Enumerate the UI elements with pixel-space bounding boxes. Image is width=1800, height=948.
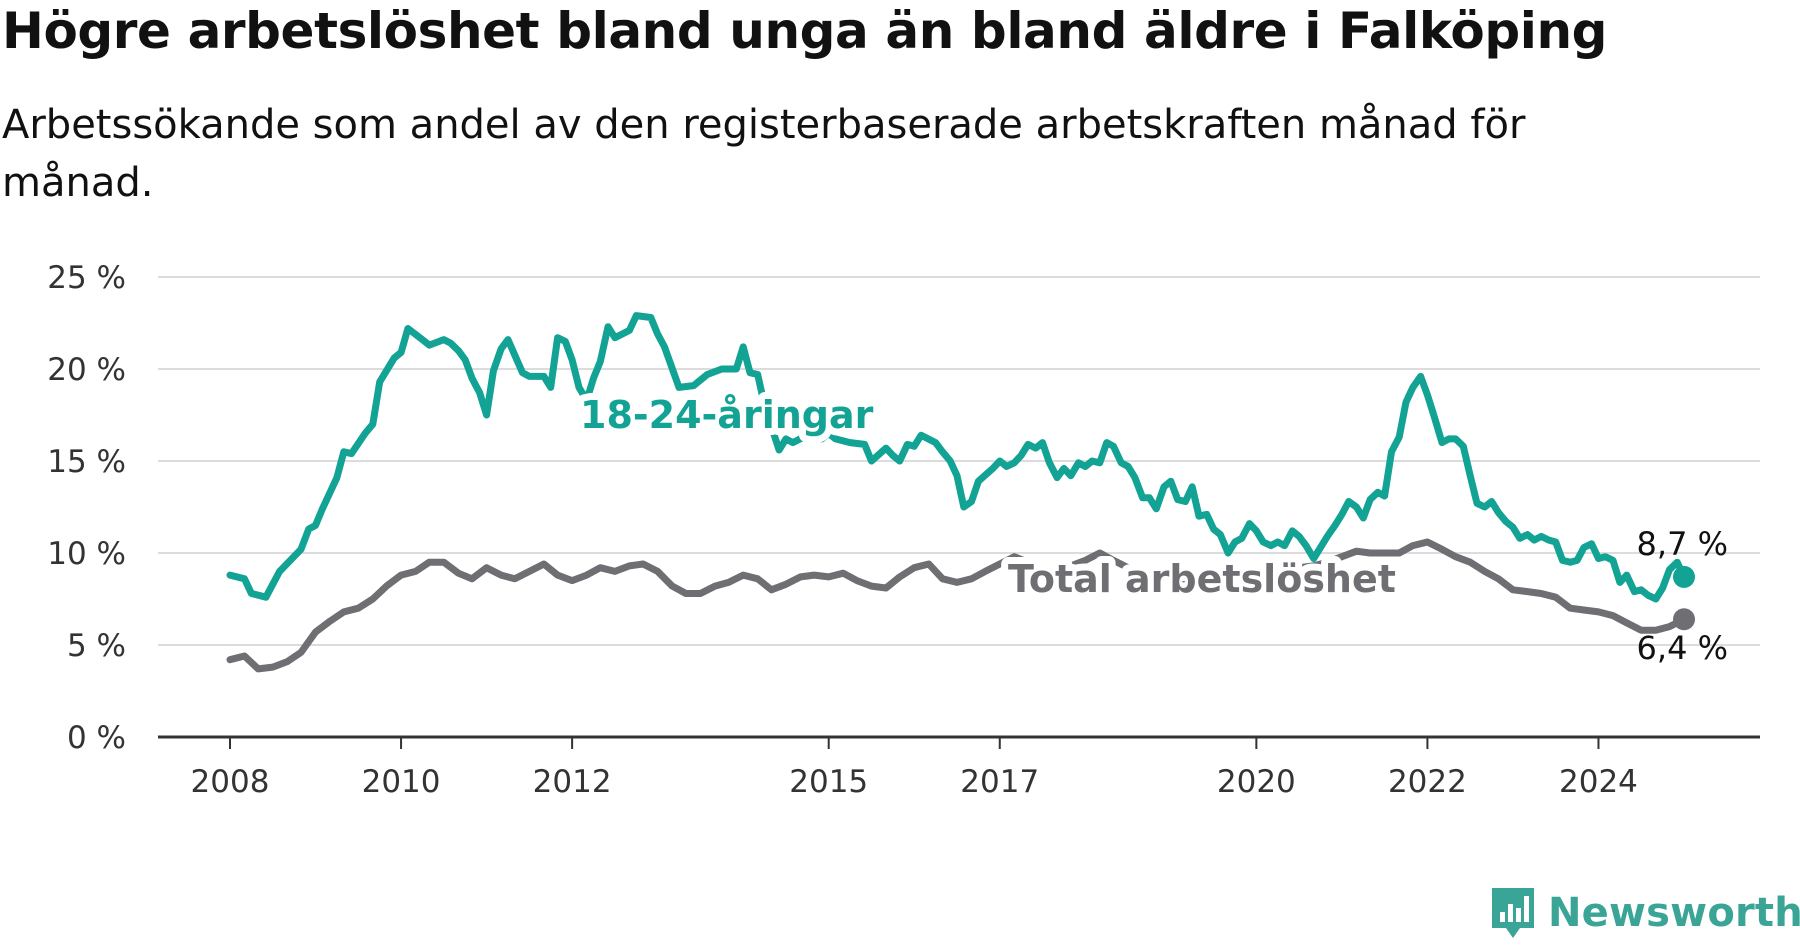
series-end-marker-total-arbetsl-shet bbox=[1673, 608, 1695, 631]
series-labels: 18-24-åringar Total arbetslöshet 8,7 % 6,4 … bbox=[573, 386, 1728, 667]
gridlines bbox=[158, 276, 1760, 646]
x-tick-label: 2020 bbox=[1217, 764, 1296, 800]
y-tick-label: 15 % bbox=[47, 444, 126, 480]
newsworthy-logo: Newsworthy bbox=[1490, 886, 1800, 940]
x-tick-label: 2010 bbox=[362, 764, 441, 800]
x-tick-label: 2022 bbox=[1388, 764, 1467, 800]
x-tick-label: 2024 bbox=[1559, 764, 1638, 800]
series-line-total-arbetsl-shet bbox=[226, 538, 1688, 673]
y-tick-label: 10 % bbox=[47, 536, 126, 572]
chart-subtitle: Arbetssökande som andel av den registerb… bbox=[2, 102, 1526, 206]
series-lines bbox=[226, 312, 1695, 673]
y-axis-ticks: 0 % 5 % 10 % 15 % 20 % 25 % bbox=[47, 260, 126, 756]
y-tick-label: 25 % bbox=[47, 260, 126, 296]
newsworthy-logo-icon bbox=[1492, 888, 1534, 938]
x-tick-label: 2017 bbox=[960, 764, 1039, 800]
x-tick-label: 2012 bbox=[533, 764, 612, 800]
end-value-label-youth: 8,7 % bbox=[1637, 525, 1728, 563]
series-label-total: Total arbetslöshet bbox=[1008, 557, 1396, 601]
series-line-18-24-ringar bbox=[226, 312, 1688, 603]
x-axis: 2008 2010 2012 2015 2017 2020 2022 2024 bbox=[158, 735, 1760, 800]
series-end-marker-18-24-ringar bbox=[1673, 565, 1695, 588]
x-tick-label: 2008 bbox=[191, 764, 270, 800]
newsworthy-logo-text: Newsworthy bbox=[1548, 890, 1800, 936]
y-tick-label: 0 % bbox=[67, 720, 126, 756]
series-label-youth: 18-24-åringar bbox=[580, 393, 874, 437]
chart-title: Högre arbetslöshet bland unga än bland ä… bbox=[2, 2, 1608, 60]
y-tick-label: 5 % bbox=[67, 628, 126, 664]
y-tick-label: 20 % bbox=[47, 352, 126, 388]
end-value-label-total: 6,4 % bbox=[1637, 629, 1728, 667]
x-tick-label: 2015 bbox=[789, 764, 868, 800]
